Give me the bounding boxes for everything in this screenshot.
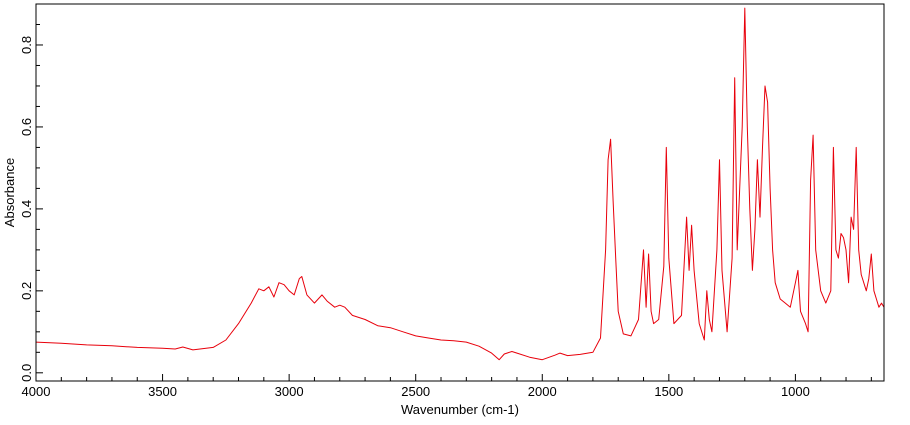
x-axis-title: Wavenumber (cm-1) xyxy=(401,402,519,417)
x-tick-label: 1000 xyxy=(781,384,810,399)
plot-area xyxy=(36,7,884,361)
y-tick-label: 0.6 xyxy=(19,118,34,136)
y-tick-label: 0.2 xyxy=(19,282,34,300)
y-tick-label: 0.8 xyxy=(19,36,34,54)
x-tick-label: 2000 xyxy=(528,384,557,399)
x-tick-label: 1500 xyxy=(654,384,683,399)
axis-ticks: 4000 3500 3000 2500 2000 1500 1000 0.0 0.2 0.4 0.6… xyxy=(19,23,872,399)
x-tick-label: 3000 xyxy=(275,384,304,399)
x-tick-label: 2500 xyxy=(401,384,430,399)
y-axis-title: Absorbance xyxy=(2,158,17,227)
plot-frame xyxy=(35,3,885,382)
y-tick-label: 0.4 xyxy=(19,200,34,218)
x-tick-label: 3500 xyxy=(148,384,177,399)
x-tick-label: 4000 xyxy=(22,384,51,399)
y-tick-label: 0.0 xyxy=(19,364,34,382)
spectrum-line-0 xyxy=(36,7,884,361)
